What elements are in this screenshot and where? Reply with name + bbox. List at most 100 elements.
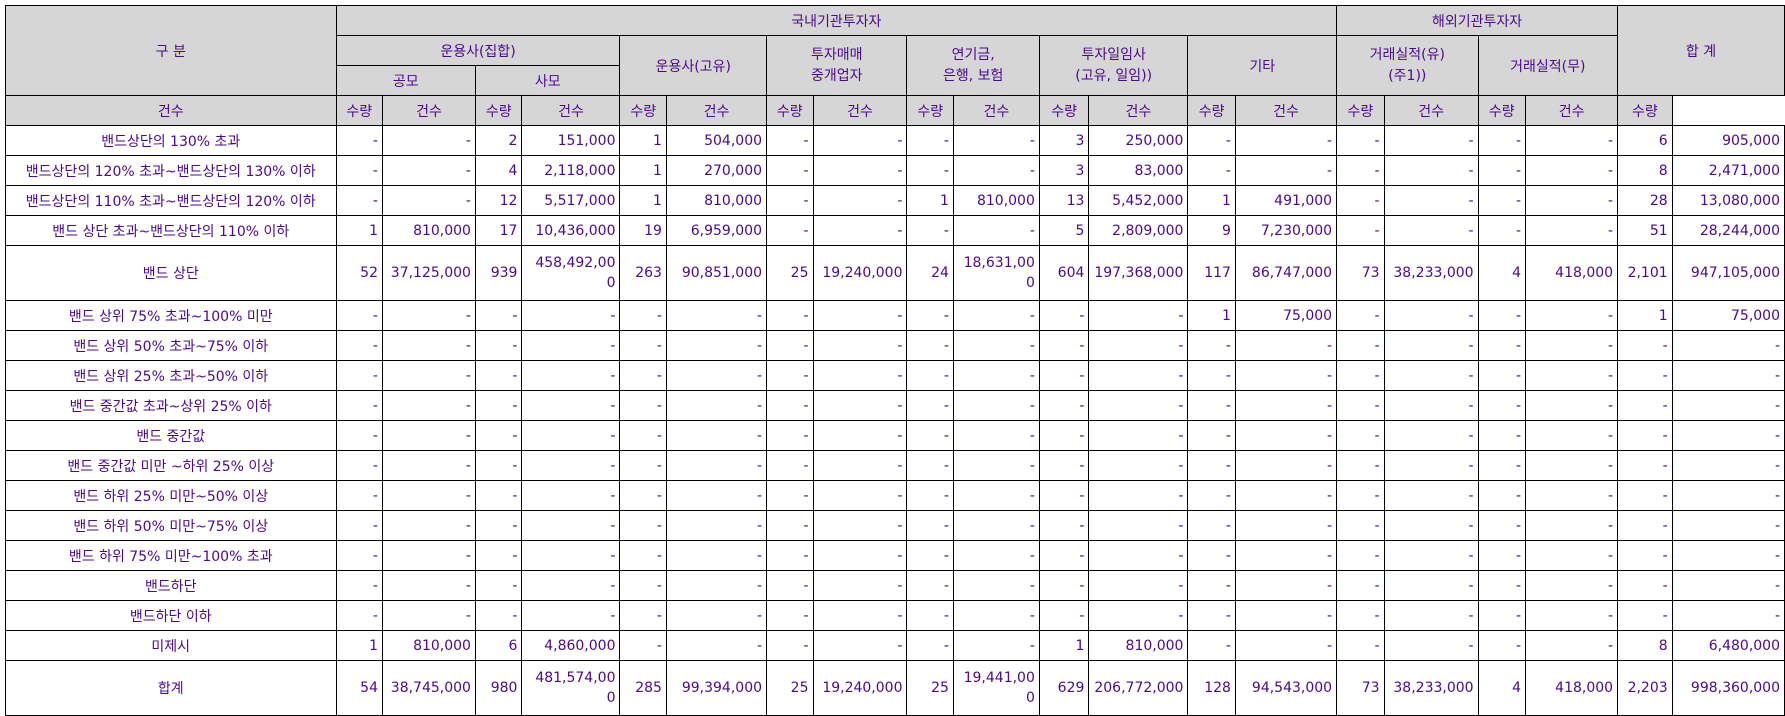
cell-quantity: - — [665, 570, 768, 601]
cell-quantity: - — [1671, 480, 1785, 511]
subheader-row: 건수 수량 건수 수량 건수 수량 건수 수량 건수 수량 건수 수량 건수 수량 건수 수량 건수 수량 건수 수량 — [5, 95, 1785, 126]
cell-count: - — [1477, 420, 1527, 451]
cell-quantity: - — [812, 480, 908, 511]
row-label: 밴드 상위 75% 초과~100% 미만 — [5, 300, 337, 331]
cell-quantity: 810,000 — [381, 630, 476, 661]
header-private: 사모 — [474, 65, 621, 96]
row-label: 밴드 중간값 초과~상위 25% 이하 — [5, 390, 337, 421]
cell-count: - — [766, 420, 814, 451]
cell-quantity: - — [1383, 480, 1479, 511]
row-label: 밴드 하위 25% 미만~50% 이상 — [5, 480, 337, 511]
cell-count: - — [766, 630, 814, 661]
cell-count: - — [1038, 570, 1090, 601]
cell-quantity: - — [381, 155, 476, 186]
cell-quantity: - — [952, 215, 1040, 246]
cell-count: - — [1187, 570, 1236, 601]
cell-quantity: - — [1525, 450, 1619, 481]
cell-quantity: - — [952, 480, 1040, 511]
header-count: 건수 — [1088, 95, 1189, 126]
cell-count: - — [1477, 390, 1527, 421]
cell-quantity: - — [1088, 300, 1189, 331]
cell-quantity: - — [1671, 450, 1785, 481]
cell-quantity: 270,000 — [665, 155, 768, 186]
cell-quantity: - — [1383, 300, 1479, 331]
cell-count: - — [766, 600, 814, 631]
header-pension: 연기금, 은행, 보험 — [906, 35, 1040, 96]
cell-count: - — [1336, 155, 1385, 186]
header-without-record: 거래실적(무) — [1477, 35, 1619, 96]
cell-quantity: - — [521, 600, 621, 631]
header-count: 건수 — [952, 95, 1040, 126]
cell-quantity: - — [521, 540, 621, 571]
cell-quantity: - — [1525, 360, 1619, 391]
table-row: 밴드상단의 120% 초과~밴드상단의 130% 이하 - -4 2,118,000 1… — [5, 155, 1785, 186]
cell-count: - — [619, 420, 667, 451]
cell-quantity: - — [812, 450, 908, 481]
cell-quantity: - — [1234, 360, 1338, 391]
header-count: 건수 — [812, 95, 908, 126]
cell-quantity: - — [812, 125, 908, 156]
row-label: 밴드 중간값 미만 ~하위 25% 이상 — [5, 450, 337, 481]
cell-count: - — [1038, 330, 1090, 361]
table-row: 밴드하단 이하 - - - - - - - - - - - - - - - - - - - - — [5, 600, 1785, 631]
cell-quantity: 206,772,000 — [1088, 660, 1189, 716]
cell-quantity: - — [1525, 420, 1619, 451]
cell-quantity: - — [665, 600, 768, 631]
header-other: 기타 — [1187, 35, 1338, 96]
cell-count: - — [1336, 510, 1385, 541]
table-row: 밴드 중간값 초과~상위 25% 이하 - - - - - - - - - - - - - - - - - - - - — [5, 390, 1785, 421]
cell-count: 939 — [474, 245, 523, 301]
cell-count: - — [474, 600, 523, 631]
cell-count: - — [906, 125, 954, 156]
cell-quantity: - — [1525, 510, 1619, 541]
cell-count: - — [1187, 450, 1236, 481]
cell-quantity: - — [1088, 570, 1189, 601]
table-row: 밴드 하위 50% 미만~75% 이상 - - - - - - - - - - - - - - - - - - - - — [5, 510, 1785, 541]
cell-quantity: 86,747,000 — [1234, 245, 1338, 301]
cell-count: - — [906, 300, 954, 331]
header-quantity: 수량 — [766, 95, 814, 126]
cell-count: - — [619, 600, 667, 631]
cell-count: - — [1617, 420, 1673, 451]
cell-quantity: - — [381, 510, 476, 541]
cell-quantity: 905,000 — [1671, 125, 1785, 156]
cell-quantity: - — [521, 510, 621, 541]
header-with-record: 거래실적(유) (주1)) — [1336, 35, 1479, 96]
cell-count: - — [1336, 185, 1385, 216]
header-category: 구 분 — [5, 5, 337, 96]
cell-count: 12 — [474, 185, 523, 216]
cell-count: - — [1038, 390, 1090, 421]
cell-count: - — [335, 420, 383, 451]
cell-quantity: - — [952, 450, 1040, 481]
cell-quantity: - — [665, 510, 768, 541]
cell-count: 3 — [1038, 125, 1090, 156]
cell-count: - — [619, 330, 667, 361]
cell-quantity: - — [1088, 510, 1189, 541]
header-count: 건수 — [665, 95, 768, 126]
table-row: 합계 54 38,745,000 980 481,574,000 285 99,394,00… — [5, 660, 1785, 716]
cell-count: - — [474, 510, 523, 541]
cell-count: 1 — [1187, 300, 1236, 331]
table-row: 밴드상단의 110% 초과~밴드상단의 120% 이하 - -12 5,517,000… — [5, 185, 1785, 216]
cell-quantity: 2,809,000 — [1088, 215, 1189, 246]
cell-count: - — [1336, 480, 1385, 511]
cell-quantity: - — [1234, 540, 1338, 571]
cell-count: - — [1336, 215, 1385, 246]
cell-quantity: 37,125,000 — [381, 245, 476, 301]
cell-quantity: - — [1671, 510, 1785, 541]
cell-quantity: 481,574,000 — [521, 660, 621, 716]
header-quantity: 수량 — [1187, 95, 1236, 126]
cell-count: - — [474, 570, 523, 601]
cell-quantity: - — [812, 360, 908, 391]
cell-count: - — [1617, 330, 1673, 361]
cell-count: - — [1477, 600, 1527, 631]
cell-count: - — [474, 540, 523, 571]
cell-quantity: - — [381, 480, 476, 511]
cell-count: - — [906, 480, 954, 511]
header-quantity: 수량 — [335, 95, 383, 126]
cell-quantity: - — [381, 125, 476, 156]
cell-quantity: - — [812, 510, 908, 541]
row-label: 밴드하단 — [5, 570, 337, 601]
row-label: 밴드 상위 25% 초과~50% 이하 — [5, 360, 337, 391]
cell-count: - — [766, 215, 814, 246]
